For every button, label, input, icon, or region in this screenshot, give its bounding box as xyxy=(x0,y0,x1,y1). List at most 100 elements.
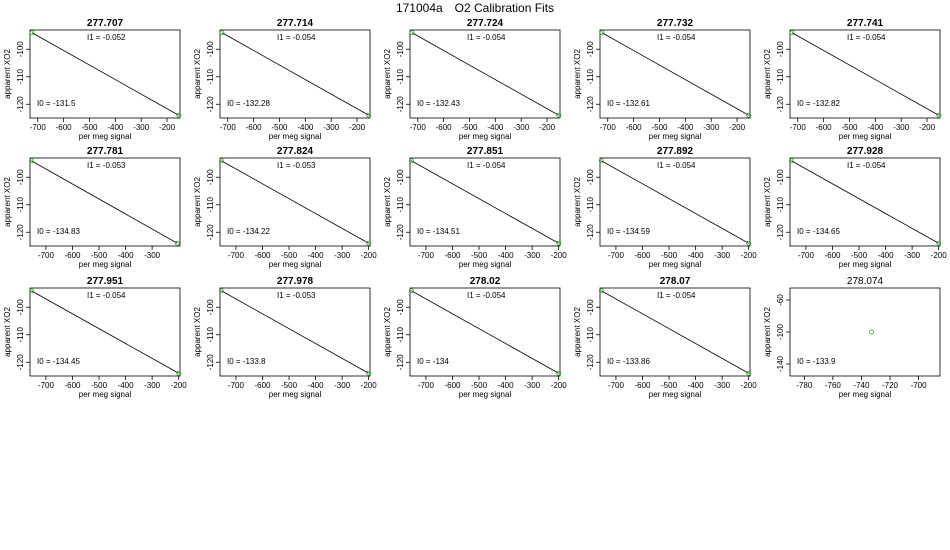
x-tick-label: -400 xyxy=(688,381,705,390)
plot-frame xyxy=(219,29,371,119)
y-tick-label: -120 xyxy=(206,224,215,241)
data-point xyxy=(218,288,224,294)
data-point xyxy=(219,30,225,36)
y-tick-label: -110 xyxy=(206,68,215,84)
y-tick-label: -120 xyxy=(586,96,595,113)
x-tick-label: -600 xyxy=(64,381,81,390)
i0-annotation: I0 = -134.22 xyxy=(227,227,270,236)
x-tick-label: -400 xyxy=(878,251,895,260)
x-tick-label: -700 xyxy=(220,123,237,132)
i1-annotation: I1 = -0.054 xyxy=(467,33,506,42)
data-point xyxy=(28,288,34,294)
x-tick-label: -300 xyxy=(714,381,731,390)
x-tick-label: -200 xyxy=(551,251,568,260)
data-point xyxy=(366,370,372,376)
x-tick-label: -700 xyxy=(600,123,617,132)
y-tick-label: -100 xyxy=(396,299,405,316)
x-tick-label: -700 xyxy=(228,381,245,390)
x-tick-label: -300 xyxy=(524,381,541,390)
x-tick-label: -600 xyxy=(444,251,461,260)
y-axis-label: apparent XO2 xyxy=(193,49,202,99)
x-tick-label: -200 xyxy=(729,123,746,132)
y-tick-label: -110 xyxy=(396,196,405,212)
x-tick-label: -600 xyxy=(56,123,73,132)
x-tick-label: -500 xyxy=(281,381,298,390)
data-point xyxy=(556,370,562,376)
x-tick-label: -700 xyxy=(798,251,815,260)
i1-annotation: I1 = -0.054 xyxy=(847,161,886,170)
x-axis-label: per meg signal xyxy=(269,390,322,399)
plot-frame xyxy=(219,287,371,377)
x-tick-label: -740 xyxy=(853,381,870,390)
x-tick-label: -700 xyxy=(608,251,625,260)
x-tick-label: -700 xyxy=(608,381,625,390)
x-tick-label: -700 xyxy=(38,251,55,260)
panel-title: 277.732 xyxy=(657,18,694,29)
x-tick-label: -200 xyxy=(551,381,568,390)
y-tick-label: -100 xyxy=(776,41,785,58)
x-tick-label: -780 xyxy=(796,381,813,390)
x-tick-label: -400 xyxy=(118,381,135,390)
i1-annotation: I1 = -0.054 xyxy=(467,161,506,170)
fit-line xyxy=(601,290,749,374)
x-tick-label: -200 xyxy=(361,381,378,390)
data-point xyxy=(408,158,414,164)
y-tick-label: -110 xyxy=(16,68,25,84)
y-axis-label: apparent XO2 xyxy=(573,49,582,99)
fit-panel: 277.781 -700 -600 -500 -400 -300 per meg signa… xyxy=(3,146,181,269)
panel-title: 277.707 xyxy=(87,18,124,29)
y-axis-label: apparent XO2 xyxy=(763,177,772,227)
panel-title: 277.824 xyxy=(277,146,314,157)
x-tick-label: -300 xyxy=(524,251,541,260)
panel-title: 277.714 xyxy=(277,18,314,29)
data-point xyxy=(176,112,182,118)
fit-line xyxy=(411,32,559,116)
plot-frame xyxy=(29,287,181,377)
panel-title: 278.074 xyxy=(847,276,884,287)
plot-frame xyxy=(219,157,371,247)
x-tick-label: -500 xyxy=(471,381,488,390)
y-tick-label: -120 xyxy=(206,354,215,371)
plot-frame xyxy=(789,29,941,119)
i1-annotation: I1 = -0.053 xyxy=(87,161,126,170)
data-point xyxy=(176,370,182,376)
y-axis-label: apparent XO2 xyxy=(383,177,392,227)
fit-line xyxy=(791,160,939,244)
y-tick-label: -120 xyxy=(396,224,405,241)
y-tick-label: -100 xyxy=(586,41,595,58)
y-tick-label: -110 xyxy=(396,326,405,342)
x-tick-label: -300 xyxy=(904,251,921,260)
x-tick-label: -700 xyxy=(30,123,47,132)
panel-title: 277.951 xyxy=(87,276,124,287)
i1-annotation: I1 = -0.054 xyxy=(847,33,886,42)
data-point xyxy=(366,112,372,118)
y-tick-label: -120 xyxy=(776,224,785,241)
x-tick-label: -600 xyxy=(254,251,271,260)
y-tick-label: -100 xyxy=(206,299,215,316)
i0-annotation: I0 = -134.65 xyxy=(797,227,840,236)
x-tick-label: -700 xyxy=(911,381,928,390)
y-axis-label: apparent XO2 xyxy=(573,307,582,357)
i1-annotation: I1 = -0.054 xyxy=(657,161,696,170)
data-point xyxy=(746,240,752,246)
y-tick-label: -110 xyxy=(206,326,215,342)
x-tick-label: -700 xyxy=(38,381,55,390)
fit-panel: 277.851 -700 -600 -500 -400 -300 -200 per meg s… xyxy=(383,146,567,269)
i0-annotation: I0 = -134.83 xyxy=(37,227,80,236)
y-tick-label: -120 xyxy=(16,96,25,113)
panel-title: 277.978 xyxy=(277,276,314,287)
y-tick-label: -110 xyxy=(206,196,215,212)
x-axis-label: per meg signal xyxy=(79,390,132,399)
y-axis-label: apparent XO2 xyxy=(3,307,12,357)
data-point xyxy=(556,112,562,118)
fit-panel: 278.074 -780 -760 -740 -720 -700 per meg signa… xyxy=(763,276,941,399)
y-tick-label: -120 xyxy=(16,224,25,241)
x-axis-label: per meg signal xyxy=(269,132,322,141)
y-tick-label: -60 xyxy=(776,294,785,306)
i0-annotation: I0 = -133.8 xyxy=(227,357,266,366)
x-tick-label: -400 xyxy=(107,123,124,132)
data-point xyxy=(409,30,415,36)
panel-title: 277.741 xyxy=(847,18,884,29)
x-tick-label: -300 xyxy=(144,381,161,390)
data-point xyxy=(408,288,414,294)
